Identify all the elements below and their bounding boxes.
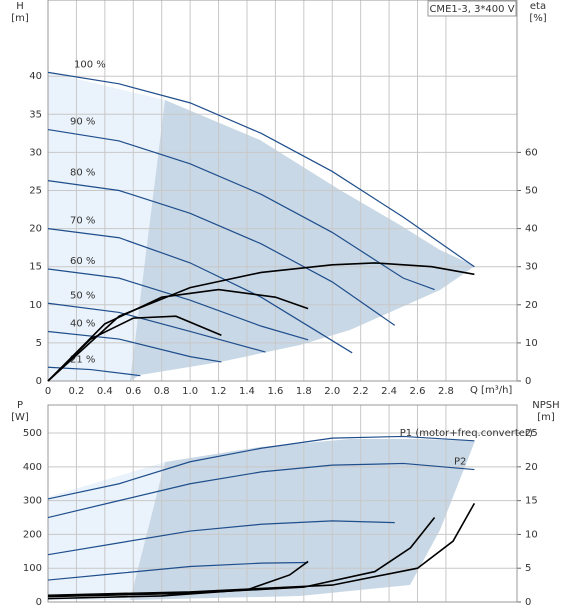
curve [47,71,475,268]
y-unit: [m] [11,13,29,24]
curve-label: 100 % [74,59,106,70]
y-tick-label: 300 [23,496,42,507]
y-tick-label: 0 [36,597,42,608]
curve [47,228,353,354]
y-tick-label: 200 [23,529,42,540]
operating-area [130,439,475,600]
x-tick-label: 2.4 [381,386,397,397]
y2-tick-label: 20 [525,462,538,473]
curve [47,462,475,519]
curve [47,179,396,326]
x-tick-label: 2.0 [324,386,340,397]
y2-tick-label: 0 [525,376,531,387]
x-tick-label: 2.8 [438,386,454,397]
x-tick-label: 0.2 [68,386,84,397]
curve-label: 40 % [70,318,95,329]
y2-tick-label: 0 [525,597,531,608]
curve [47,128,435,291]
plot-frame [47,404,518,603]
y2-tick-label: 60 [525,147,538,158]
operating-area [130,100,475,381]
y-tick-label: 35 [29,109,42,120]
y2-tick-label: 10 [525,338,538,349]
secondary-curve [47,502,476,597]
y-tick-label: 5 [36,338,42,349]
plot-layer: 0 0.2 0.4 0.6 0.8 1.0 1.2 1.4 1.6 1.8 2.0 2.2 2.4 2.6… [23,0,538,608]
curve [47,435,475,500]
chart-title: CME1-3, 3*400 V [429,4,514,15]
x-tick-label: 0.4 [97,386,113,397]
curve-label: 90 % [70,117,95,128]
y-tick-label: 30 [29,147,42,158]
secondary-curve [47,517,436,598]
curve-label: P2 [454,457,466,468]
curve-label: 60 % [70,256,95,267]
curve [47,268,309,341]
y2-tick-label: 10 [525,529,538,540]
y-label: P [17,400,23,411]
y-tick-label: 400 [23,462,42,473]
x-tick-label: 0.6 [125,386,141,397]
y2-label: NPSH [532,400,559,411]
y2-label: eta [530,1,546,12]
x-tick-label: 2.6 [410,386,426,397]
y2-tick-label: 40 [525,224,538,235]
secondary-curve [47,288,309,382]
x-tick-label: 1.8 [296,386,312,397]
secondary-curve [47,560,309,600]
x-tick-label: 1.0 [182,386,198,397]
curve-label: 70 % [70,216,95,227]
curve-label: P1 (motor+freq.converter) [400,428,533,439]
y2-tick-label: 25 [525,428,538,439]
y2-tick-label: 30 [525,262,538,273]
y-tick-label: 0 [36,376,42,387]
curve-label: 50 % [70,290,95,301]
x-tick-label: 1.2 [211,386,227,397]
y-tick-label: 15 [29,262,42,273]
y-tick-label: 10 [29,300,42,311]
plot-frame [47,0,518,382]
y-tick-label: 25 [29,186,42,197]
y-unit: [W] [11,412,29,423]
y2-tick-label: 5 [525,563,531,574]
curve [47,561,309,581]
y-tick-label: 500 [23,428,42,439]
curve [47,520,395,556]
curve [47,302,266,353]
x-tick-label: 1.6 [267,386,283,397]
x-tick-label: 0 [45,386,51,397]
y2-unit: [m] [537,412,555,423]
x-tick-label: 2.2 [353,386,369,397]
x-tick-label: 1.4 [239,386,255,397]
title-box [427,0,517,17]
x-label: Q [m³/h] [470,385,512,396]
x-tick-label: 0.8 [154,386,170,397]
y2-tick-label: 20 [525,300,538,311]
curve-label: 21 % [70,354,95,365]
curve-label: 80 % [70,168,95,179]
y2-unit: [%] [529,13,546,24]
y-tick-label: 20 [29,224,42,235]
curve [47,330,222,363]
y-label: H [16,1,24,12]
y-tick-label: 40 [29,71,42,82]
y-tick-label: 100 [23,563,42,574]
secondary-curve [47,315,222,382]
light-area [48,72,165,381]
y2-tick-label: 15 [525,496,538,507]
y2-tick-label: 50 [525,186,538,197]
